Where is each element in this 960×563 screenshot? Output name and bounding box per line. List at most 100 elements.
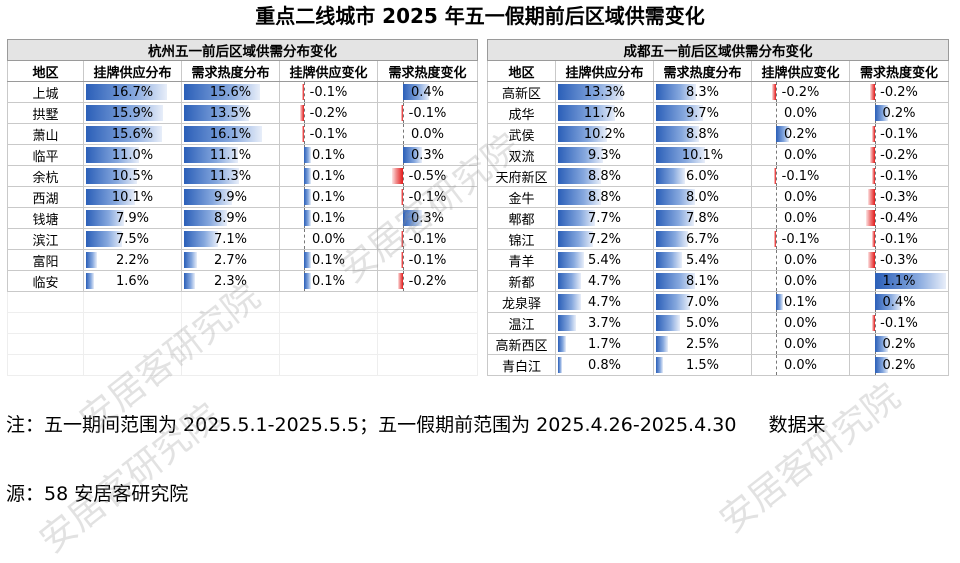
- supply-change-bar: [302, 84, 305, 100]
- demand-change-value: 0.0%: [410, 126, 445, 142]
- table-caption: 成都五一前后区域供需分布变化: [487, 39, 949, 61]
- demand-value: 5.4%: [685, 252, 720, 268]
- supply-distribution-cell: 7.5%: [83, 228, 182, 250]
- supply-change-cell: -0.1%: [751, 228, 850, 250]
- supply-value: 10.2%: [583, 126, 626, 142]
- empty-row: [7, 312, 478, 334]
- supply-value: 16.7%: [111, 84, 154, 100]
- demand-change-bar: [391, 168, 403, 184]
- demand-value: 7.1%: [213, 231, 248, 247]
- supply-distribution-cell: 8.8%: [555, 186, 654, 208]
- demand-distribution-cell: 6.0%: [653, 165, 752, 187]
- supply-value: 11.0%: [111, 147, 154, 163]
- table-row: 武侯 10.2% 8.8% 0.2% -0.1%: [487, 123, 949, 145]
- supply-value: 5.4%: [587, 252, 622, 268]
- demand-bar: [656, 357, 664, 373]
- empty-cell: [181, 291, 280, 313]
- supply-bar: [86, 273, 94, 289]
- zero-axis: [874, 187, 876, 207]
- column-header-supply: 挂牌供应分布: [555, 60, 654, 82]
- supply-value: 1.7%: [587, 336, 622, 352]
- demand-change-bar: [398, 273, 403, 289]
- demand-bar: [656, 189, 695, 205]
- supply-distribution-cell: 5.4%: [555, 249, 654, 271]
- demand-change-bar: [402, 147, 423, 163]
- demand-distribution-cell: 8.1%: [653, 270, 752, 292]
- zero-axis: [402, 124, 404, 144]
- region-cell: 锦江: [487, 228, 556, 250]
- supply-bar: [86, 231, 123, 247]
- supply-change-value: 0.0%: [783, 210, 818, 226]
- region-cell: 成华: [487, 102, 556, 124]
- supply-bar: [558, 147, 604, 163]
- demand-change-cell: -0.2%: [377, 270, 478, 292]
- column-header-supply-change: 挂牌供应变化: [751, 60, 850, 82]
- supply-value: 3.7%: [587, 315, 622, 331]
- region-cell: 武侯: [487, 123, 556, 145]
- zero-axis: [402, 229, 404, 249]
- demand-distribution-cell: 5.4%: [653, 249, 752, 271]
- supply-change-bar: [299, 105, 305, 121]
- supply-value: 11.7%: [583, 105, 626, 121]
- demand-change-bar: [872, 231, 875, 247]
- table-row: 青白江 0.8% 1.5% 0.0% 0.2%: [487, 354, 949, 376]
- supply-distribution-cell: 7.7%: [555, 207, 654, 229]
- demand-value: 6.7%: [685, 231, 720, 247]
- supply-change-value: 0.0%: [311, 231, 346, 247]
- demand-change-value: -0.1%: [880, 231, 918, 247]
- supply-change-value: -0.1%: [781, 168, 820, 184]
- supply-value: 4.7%: [587, 273, 622, 289]
- supply-value: 15.6%: [111, 126, 154, 142]
- region-cell: 青羊: [487, 249, 556, 271]
- demand-distribution-cell: 9.7%: [653, 102, 752, 124]
- supply-change-bar: [774, 231, 777, 247]
- demand-distribution-cell: 8.0%: [653, 186, 752, 208]
- empty-row: [7, 354, 478, 376]
- supply-distribution-cell: 4.7%: [555, 270, 654, 292]
- supply-change-cell: 0.0%: [751, 333, 850, 355]
- demand-change-value: -0.1%: [880, 126, 918, 142]
- supply-bar: [86, 147, 140, 163]
- demand-distribution-cell: 11.3%: [181, 165, 280, 187]
- column-header-supply: 挂牌供应分布: [83, 60, 182, 82]
- supply-bar: [558, 357, 562, 373]
- supply-change-cell: -0.1%: [751, 165, 850, 187]
- supply-value: 7.7%: [587, 210, 622, 226]
- demand-distribution-cell: 13.5%: [181, 102, 280, 124]
- supply-value: 8.8%: [587, 168, 622, 184]
- demand-bar: [184, 168, 239, 184]
- supply-change-value: 0.1%: [783, 294, 818, 310]
- supply-bar: [86, 168, 137, 184]
- demand-bar: [656, 315, 681, 331]
- supply-change-bar: [304, 210, 311, 226]
- supply-change-value: -0.1%: [309, 126, 348, 142]
- region-cell: 滨江: [7, 228, 84, 250]
- supply-change-value: 0.0%: [783, 189, 818, 205]
- demand-bar: [656, 336, 669, 352]
- empty-cell: [279, 291, 378, 313]
- demand-change-value: -0.1%: [408, 252, 447, 268]
- demand-distribution-cell: 8.8%: [653, 123, 752, 145]
- supply-distribution-cell: 11.7%: [555, 102, 654, 124]
- empty-cell: [7, 291, 84, 313]
- demand-value: 5.0%: [685, 315, 720, 331]
- supply-value: 15.9%: [111, 105, 154, 121]
- demand-distribution-cell: 16.1%: [181, 123, 280, 145]
- demand-value: 10.1%: [681, 147, 724, 163]
- column-header-demand-change: 需求热度变化: [377, 60, 478, 82]
- supply-distribution-cell: 7.2%: [555, 228, 654, 250]
- column-header-demand: 需求热度分布: [653, 60, 752, 82]
- zero-axis: [304, 82, 306, 102]
- demand-value: 13.5%: [209, 105, 252, 121]
- demand-bar: [184, 252, 198, 268]
- table-row: 青羊 5.4% 5.4% 0.0% -0.3%: [487, 249, 949, 271]
- supply-change-cell: -0.2%: [279, 102, 378, 124]
- demand-bar: [184, 231, 219, 247]
- demand-change-cell: 0.4%: [377, 81, 478, 103]
- demand-bar: [656, 210, 694, 226]
- region-cell: 临平: [7, 144, 84, 166]
- zero-axis: [776, 229, 778, 249]
- supply-change-cell: 0.0%: [751, 249, 850, 271]
- demand-value: 11.1%: [209, 147, 252, 163]
- demand-distribution-cell: 15.6%: [181, 81, 280, 103]
